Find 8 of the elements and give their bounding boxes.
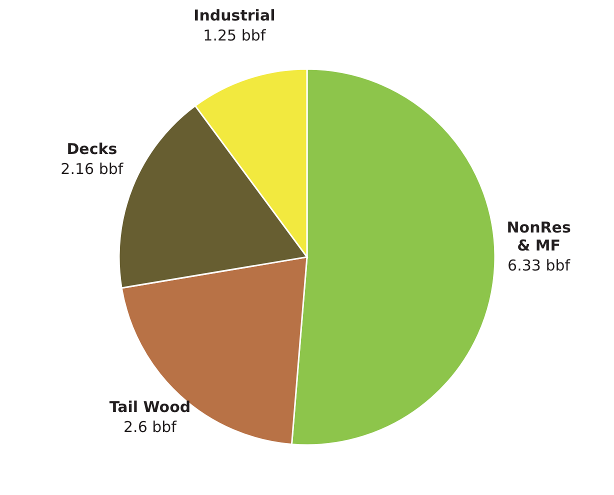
slice-label: NonRes & MF	[506, 218, 571, 254]
data-label: 2.16 bbf	[60, 160, 124, 178]
data-label: 6.33 bbf	[508, 256, 571, 274]
slice-label: Industrial	[194, 6, 276, 25]
data-label: 2.6 bbf	[124, 418, 178, 436]
slice-label: Tail Wood	[109, 398, 191, 416]
slice-label: Decks	[66, 140, 118, 158]
data-label: 1.25 bbf	[203, 26, 266, 45]
